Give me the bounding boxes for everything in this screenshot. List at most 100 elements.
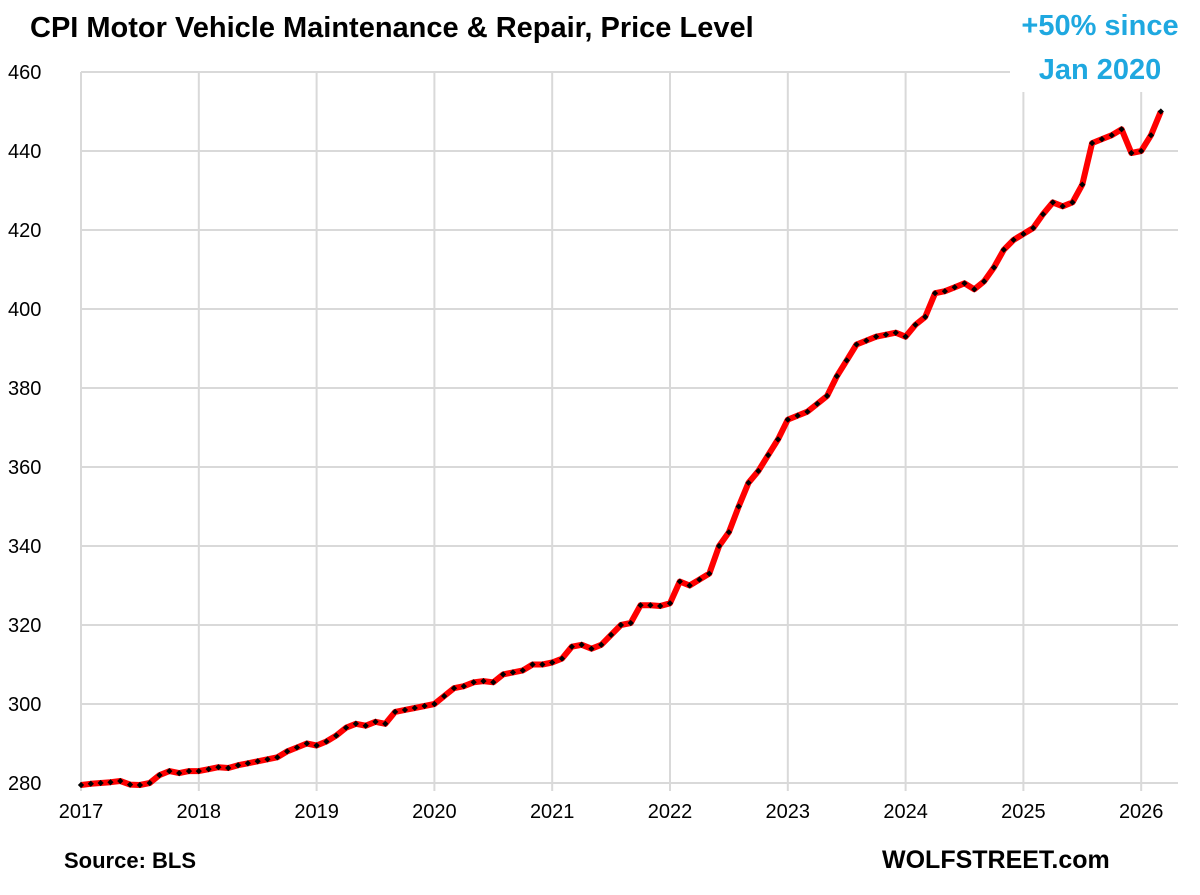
data-point: [293, 744, 301, 751]
data-point: [519, 667, 526, 674]
data-point: [676, 578, 683, 585]
x-tick-label: 2019: [294, 801, 339, 823]
data-point: [372, 718, 379, 725]
data-point: [509, 669, 517, 676]
data-point: [1059, 203, 1066, 210]
chart-title: CPI Motor Vehicle Maintenance & Repair, …: [30, 12, 754, 44]
data-point: [578, 641, 585, 648]
data-point: [873, 333, 880, 340]
series-line-path: [80, 110, 1164, 788]
data-point: [696, 576, 703, 583]
data-point: [853, 341, 860, 348]
annotation-line-2: Jan 2020: [1038, 54, 1162, 86]
y-tick-label: 280: [8, 773, 41, 795]
data-point: [156, 771, 163, 779]
y-tick-label: 460: [8, 62, 41, 84]
data-point: [617, 621, 625, 629]
data-point: [990, 264, 998, 271]
data-point: [637, 602, 644, 609]
data-point: [1118, 126, 1125, 133]
data-point: [686, 582, 693, 589]
data-point: [87, 780, 94, 787]
data-point: [558, 655, 566, 662]
x-axis: 2017 2018 2019 2020 2021 2022 2023 2024 2025 2026: [59, 801, 1164, 823]
data-point: [480, 677, 487, 685]
data-point: [176, 770, 183, 777]
x-tick-label: 2021: [530, 801, 575, 823]
data-point: [352, 720, 359, 727]
x-tick-label: 2017: [59, 801, 104, 823]
data-point: [657, 602, 664, 610]
source-label: Source: BLS: [64, 848, 197, 873]
data-point: [794, 412, 801, 419]
data-point: [382, 720, 389, 727]
data-point: [745, 479, 752, 486]
grid: [80, 71, 1178, 791]
data-point: [706, 570, 713, 577]
data-point: [1030, 224, 1037, 232]
data-point: [392, 708, 399, 716]
y-tick-label: 380: [8, 378, 41, 400]
data-point: [823, 392, 831, 400]
x-tick-label: 2024: [883, 801, 928, 823]
data-point: [1079, 181, 1086, 188]
data-point: [1089, 139, 1096, 147]
data-point: [254, 758, 261, 765]
data-point: [1157, 108, 1164, 115]
data-point: [922, 313, 929, 321]
y-tick-label: 400: [8, 299, 41, 321]
y-axis: 280 300 320 340 360 380 400 420 440 460: [8, 62, 41, 795]
data-point: [647, 602, 654, 609]
data-point: [1138, 147, 1145, 155]
data-point: [529, 661, 536, 668]
y-tick-label: 360: [8, 457, 41, 479]
x-tick-label: 2025: [1001, 801, 1046, 823]
brand-label: WOLFSTREET.com: [882, 846, 1110, 874]
data-point: [1039, 211, 1047, 218]
data-point: [568, 643, 575, 650]
y-tick-label: 320: [8, 615, 41, 637]
y-tick-label: 440: [8, 141, 41, 163]
x-tick-label: 2023: [766, 801, 811, 823]
data-point: [1128, 149, 1135, 157]
data-point: [725, 529, 733, 536]
data-point: [902, 333, 909, 340]
data-point: [588, 645, 595, 652]
data-point: [1049, 199, 1056, 206]
data-point: [549, 659, 556, 666]
data-point: [598, 641, 605, 648]
data-point: [912, 321, 919, 328]
data-point: [882, 331, 890, 338]
annotation: +50% since Jan 2020: [1010, 4, 1190, 92]
data-point: [814, 400, 821, 407]
data-point: [234, 762, 242, 769]
data-point: [1069, 199, 1076, 206]
data-point: [1098, 136, 1106, 143]
data-point: [833, 373, 840, 380]
data-point: [539, 661, 546, 668]
data-point: [500, 671, 507, 678]
y-tick-label: 300: [8, 694, 41, 716]
data-point: [136, 781, 144, 789]
data-point: [715, 542, 723, 550]
data-point: [1108, 132, 1115, 139]
x-tick-label: 2026: [1119, 801, 1164, 823]
y-tick-label: 420: [8, 220, 41, 242]
data-point: [627, 619, 634, 627]
annotation-line-1: +50% since: [1021, 10, 1179, 42]
data-point: [77, 781, 85, 789]
series-line: [77, 108, 1164, 789]
data-point: [607, 631, 615, 638]
data-point: [401, 706, 409, 714]
y-tick-label: 340: [8, 536, 41, 558]
data-point: [765, 452, 772, 459]
data-point: [1147, 132, 1155, 139]
data-point: [951, 284, 958, 291]
x-tick-label: 2022: [648, 801, 693, 823]
data-point: [666, 600, 674, 607]
x-tick-label: 2020: [412, 801, 457, 823]
data-point: [166, 768, 173, 775]
data-point: [274, 754, 281, 761]
x-tick-label: 2018: [177, 801, 222, 823]
